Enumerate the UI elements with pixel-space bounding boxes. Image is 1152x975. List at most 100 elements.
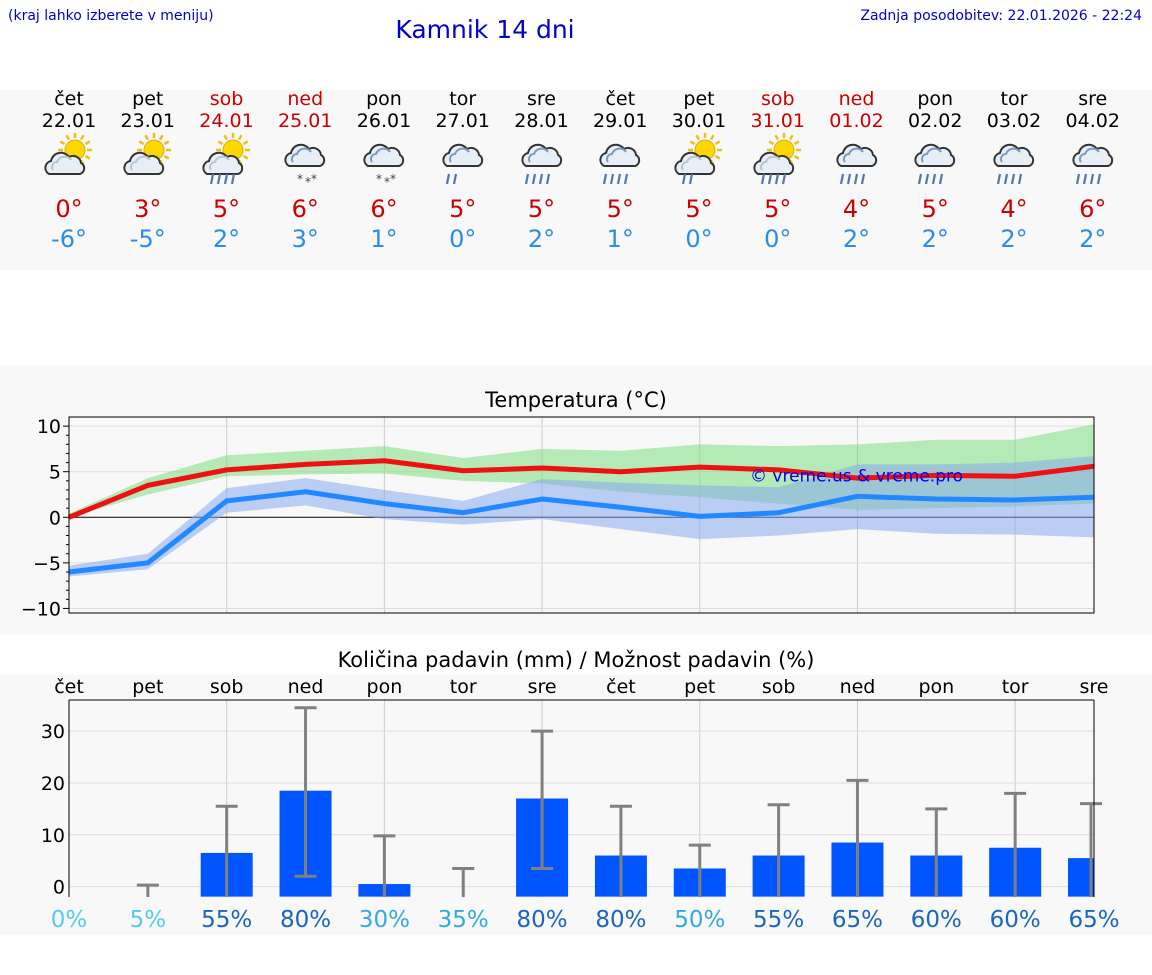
precip-probability: 55% [753,907,804,933]
cloud-shape [1072,143,1113,167]
min-temp: 0° [685,225,713,253]
snow-flakes: * * * [297,172,317,189]
temp-plot-frame [68,416,1095,614]
watermark: © vreme.us & vreme.pro [750,467,963,487]
precip-probability: 35% [438,907,489,933]
y-tick-label: 0 [49,507,61,529]
rain-drops [209,173,235,185]
day-date: 28.01 [514,110,569,132]
min-temp: -6° [51,225,87,253]
day-date: 04.02 [1065,110,1120,132]
cloud-light-rain-icon [424,132,502,194]
snow-flakes: * * * [376,172,396,189]
day-label: pon [918,676,954,698]
min-temp: 2° [527,225,556,253]
day-name: pet [132,88,164,110]
rain-drops [681,173,694,185]
max-temp: 5° [212,195,241,223]
max-temp: 5° [685,195,713,223]
rain-drops [996,173,1023,185]
min-temp: 2° [1079,225,1107,253]
y-tick-label: 5 [49,462,61,484]
cloud-rain-icon [1054,132,1132,194]
y-tick-label: 30 [41,721,65,743]
day-name: sob [760,88,795,110]
partly-cloudy-icon [30,132,108,194]
cloud-rain-icon [896,132,974,194]
min-temp-line [68,489,1095,575]
precip-probability: 0% [51,907,88,933]
precip-probability: 80% [280,907,331,933]
day-name: čet [605,88,636,110]
cloud-shape [44,151,86,175]
y-tick-label: 10 [37,416,61,438]
cloud-shape [201,151,243,175]
day-column: tor 27.01 5° 0° [424,88,502,254]
min-temp: 0° [764,225,792,253]
day-name: čet [54,88,84,110]
y-tick-label: 10 [41,825,65,847]
min-temp: 2° [212,225,241,253]
rain-drops [603,173,629,185]
sun-cloud-rain-icon [188,132,266,194]
day-label: sob [210,676,244,698]
precip-probability: 65% [832,907,883,933]
precip-probability: 80% [595,907,646,933]
temperature-chart: 10 5 0 −5 −10 © vreme.us & vreme.pro [21,416,1095,620]
cloud-rain-icon [818,132,896,194]
y-tick-label: 0 [53,877,65,899]
max-temp: 6° [1079,195,1107,223]
day-date: 31.01 [750,110,805,132]
day-date: 25.01 [278,110,333,132]
max-temp: 3° [134,195,162,223]
day-name: pon [917,88,954,110]
max-temp: 0° [55,195,83,223]
y-tick-label: −10 [21,598,61,620]
day-column: ned 01.02 4° 2° [818,88,896,254]
rain-drops [918,173,944,185]
cloud-snow-icon: * * * [345,132,423,194]
cloud-shape [123,151,164,175]
min-temp: -5° [129,225,166,253]
partly-cloudy-icon [109,132,187,194]
cloud-shape [442,143,483,167]
max-temp: 6° [370,195,398,223]
day-column: čet 29.01 5° 1° [581,88,659,254]
svg-text:*: * [311,172,317,186]
day-label: čet [54,676,84,698]
day-date: 26.01 [356,110,412,132]
svg-text:*: * [297,172,303,186]
day-name: sre [527,88,556,110]
min-temp: 2° [921,225,949,253]
precip-probability: 30% [359,907,410,933]
daily-forecast-row: čet 22.01 0° -6° pet 23.01 3° -5° sob 24.01 5° 2° ne… [30,88,1135,258]
y-tick-label: −5 [33,553,61,575]
precip-probability: 65% [1068,907,1119,933]
max-temp: 5° [921,195,949,223]
day-name: sre [1078,88,1108,110]
day-label: čet [606,676,636,698]
day-label: pet [132,676,163,698]
day-column: ned 25.01 * * * 6° 3° [266,88,344,254]
day-name: sob [209,88,244,110]
max-temp-line [68,458,1095,520]
day-column: tor 03.02 4° 2° [975,88,1053,254]
cloud-snow-icon: * * * [266,132,344,194]
svg-text:*: * [376,172,382,186]
day-name: ned [838,88,875,110]
day-column: sre 28.01 5° 2° [503,88,581,254]
day-date: 02.02 [908,110,963,132]
rain-drops [445,173,457,185]
precip-probability: 60% [990,907,1041,933]
day-column: pon 26.01 * * * 6° 1° [345,88,423,254]
page-title: Kamnik 14 dni [395,15,575,44]
day-label: ned [288,676,324,698]
region-hint[interactable]: (kraj lahko izberete v meniju) [8,8,214,24]
min-temp: 1° [370,225,398,253]
day-label: sre [1080,676,1109,698]
max-temp: 4° [842,195,871,223]
day-column: sre 04.02 6° 2° [1054,88,1132,254]
day-label: sre [528,676,557,698]
precipitation-chart: 30 20 10 0 čet pet sob ned pon tor sre čet pet sob ned… [41,676,1120,933]
precip-probability: 55% [201,907,252,933]
